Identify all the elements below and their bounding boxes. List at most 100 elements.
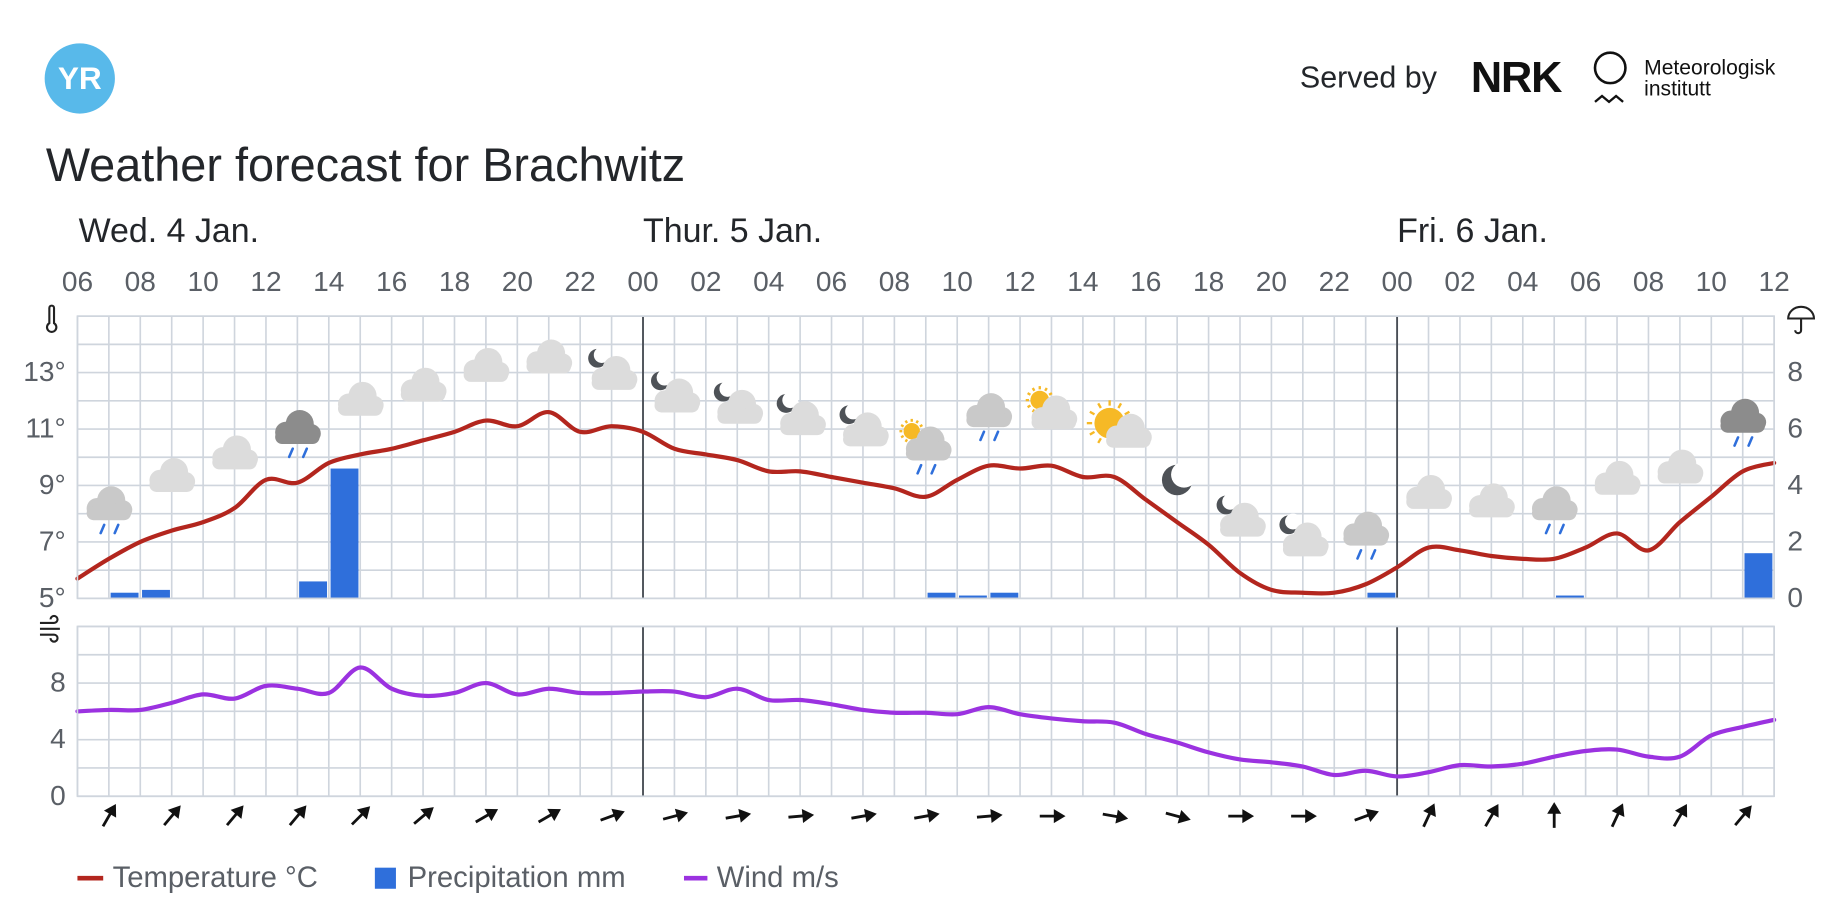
cloud-part bbox=[149, 477, 194, 492]
met-name: institutt bbox=[1644, 78, 1711, 101]
wind-arrow bbox=[413, 807, 434, 825]
nrk-logo[interactable]: NRK bbox=[1471, 54, 1563, 102]
x-tick-label: 02 bbox=[690, 266, 721, 297]
wind-arrow-head bbox=[547, 808, 561, 822]
x-tick-label: 12 bbox=[250, 266, 281, 297]
rain-drop bbox=[1733, 436, 1740, 447]
weather-icon bbox=[1025, 386, 1078, 430]
cloud-part bbox=[1720, 418, 1765, 433]
header: YR Served by NRK Meteorologisk institutt bbox=[44, 43, 1776, 114]
cloud-part bbox=[400, 387, 446, 402]
y2-tick-label: 8 bbox=[1787, 356, 1803, 387]
wind-arrow-head bbox=[1547, 802, 1562, 814]
wind-arrow-head bbox=[990, 808, 1003, 823]
rain-drop bbox=[916, 463, 923, 475]
x-tick-label: 04 bbox=[753, 266, 784, 297]
y2-tick-label: 0 bbox=[1787, 582, 1803, 613]
wind-arrow bbox=[475, 808, 499, 824]
sun-ray bbox=[919, 424, 923, 428]
x-tick-label: 08 bbox=[879, 266, 910, 297]
x-tick-label: 02 bbox=[1444, 266, 1475, 297]
y2-tick-label: 2 bbox=[1787, 526, 1803, 557]
weather-icon bbox=[400, 367, 447, 402]
weather-icon bbox=[86, 486, 133, 535]
moon-cut bbox=[845, 403, 862, 420]
moon-cut bbox=[1222, 493, 1239, 510]
sun-ray bbox=[1097, 437, 1102, 444]
wind-arrow bbox=[163, 805, 181, 827]
y-tick-label: 4 bbox=[50, 723, 66, 754]
sun-ray bbox=[1031, 408, 1036, 413]
wind-arrow-head bbox=[1115, 809, 1129, 824]
cloud-part bbox=[966, 413, 1011, 428]
wind-arrow-head bbox=[1242, 809, 1255, 824]
weather-icon bbox=[1216, 493, 1266, 537]
x-tick-label: 00 bbox=[1381, 266, 1412, 297]
cloud-part bbox=[654, 398, 700, 413]
weather-icon bbox=[1531, 486, 1578, 535]
y2-tick-label: 6 bbox=[1787, 413, 1803, 444]
x-tick-label: 16 bbox=[1130, 266, 1161, 297]
met-logo-circle bbox=[1593, 51, 1627, 85]
weather-icon bbox=[1720, 398, 1767, 447]
weather-icon bbox=[1161, 461, 1197, 496]
wind-arrow-head bbox=[1305, 809, 1317, 824]
cloud-part bbox=[526, 359, 571, 374]
weather-icon bbox=[839, 403, 889, 447]
rain-drop bbox=[1370, 549, 1377, 560]
y2-tick-label: 4 bbox=[1787, 469, 1803, 500]
wind-arrow bbox=[1228, 809, 1255, 824]
weather-icon bbox=[966, 393, 1013, 442]
x-tick-label: 06 bbox=[816, 266, 847, 297]
x-tick-label: 06 bbox=[62, 266, 93, 297]
wind-arrow-head bbox=[1674, 803, 1688, 818]
wind-icon bbox=[39, 614, 60, 643]
wind-arrow bbox=[1734, 805, 1752, 827]
day-label: Fri. 6 Jan. bbox=[1397, 212, 1548, 250]
wind-arrow bbox=[1291, 809, 1317, 824]
weather-icon bbox=[149, 458, 196, 492]
cloud-part bbox=[1406, 494, 1451, 509]
cloud-part bbox=[1657, 469, 1703, 484]
cloud-part bbox=[905, 446, 951, 461]
wind-arrow-head bbox=[293, 805, 307, 819]
rain-drop bbox=[1356, 549, 1363, 560]
precipitation-bar bbox=[990, 592, 1019, 599]
precipitation-bar bbox=[110, 592, 139, 599]
moon-cut bbox=[656, 369, 673, 386]
cloud-part bbox=[1031, 415, 1077, 430]
yr-logo[interactable] bbox=[44, 43, 115, 114]
temperature-line bbox=[75, 409, 1777, 596]
precipitation-bar bbox=[330, 468, 359, 599]
met-logo-wave bbox=[1594, 94, 1624, 104]
cloud-part bbox=[1469, 503, 1514, 518]
wind-arrow-head bbox=[103, 803, 117, 818]
x-tick-label: 00 bbox=[627, 266, 658, 297]
rain-drop bbox=[1544, 523, 1551, 535]
cloud-part bbox=[717, 409, 762, 424]
weather-icon bbox=[275, 410, 321, 459]
moon-cut bbox=[1171, 461, 1197, 488]
weather-icon bbox=[1086, 400, 1152, 448]
wind-arrow bbox=[914, 808, 940, 823]
wind-arrow bbox=[1422, 803, 1436, 828]
x-tick-label: 18 bbox=[439, 266, 470, 297]
met-name[interactable]: Meteorologisk bbox=[1644, 57, 1776, 80]
wind-arrow bbox=[1610, 803, 1625, 828]
sun-ray bbox=[904, 438, 909, 443]
sun-ray bbox=[1089, 410, 1096, 416]
x-tick-label: 06 bbox=[1570, 266, 1601, 297]
wind-arrow-head bbox=[674, 808, 689, 823]
x-tick-label: 20 bbox=[502, 266, 533, 297]
y-tick-label: 5° bbox=[39, 582, 66, 613]
wind-arrow-head bbox=[1423, 803, 1436, 817]
weather-icon bbox=[588, 347, 638, 390]
cloud-part bbox=[1594, 480, 1640, 495]
x-tick-label: 10 bbox=[942, 266, 973, 297]
moon-cut bbox=[719, 380, 736, 397]
wind-arrow-head bbox=[167, 805, 181, 819]
x-tick-label: 08 bbox=[125, 266, 156, 297]
weather-icon bbox=[212, 435, 258, 470]
wind-arrow-head bbox=[420, 807, 434, 821]
